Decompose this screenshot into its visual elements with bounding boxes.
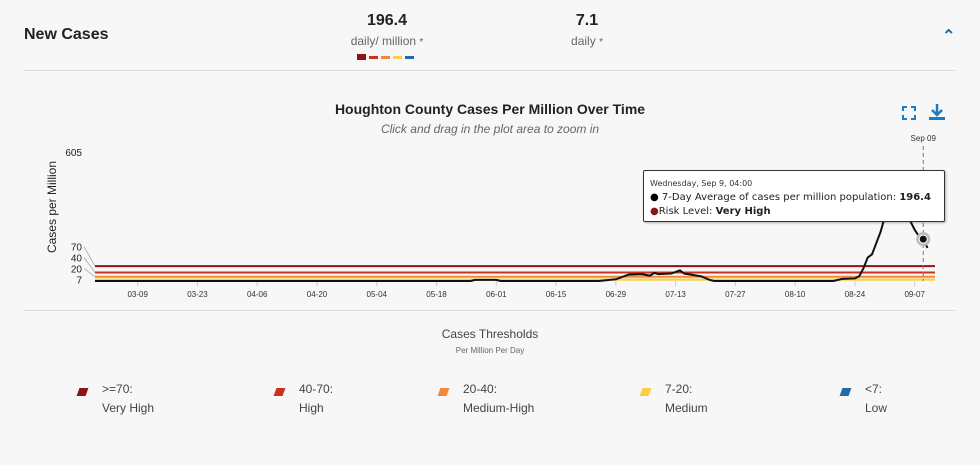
legend-item: 7-20: Medium xyxy=(639,380,708,418)
chevron-up-icon[interactable]: ⌃ xyxy=(942,28,956,45)
x-tick-label: 03-09 xyxy=(127,290,148,299)
legend-level: Medium-High xyxy=(463,401,535,415)
tooltip: Wednesday, Sep 9, 04:00 ● 7-Day Average … xyxy=(643,170,945,222)
section-title: New Cases xyxy=(24,26,109,43)
stat-daily: 7.1 daily * xyxy=(507,12,667,48)
x-tick-label: 04-06 xyxy=(247,290,268,299)
y-tick-label: 605 xyxy=(65,148,82,159)
y-tick-leader xyxy=(83,268,96,278)
x-tick-label: 08-24 xyxy=(845,290,866,299)
risk-bar xyxy=(393,56,402,59)
stat-label: daily xyxy=(571,34,596,48)
stat-per-million: 196.4 daily/ million * xyxy=(307,12,467,66)
x-tick-label: 06-29 xyxy=(606,290,627,299)
x-tick-label: 08-10 xyxy=(785,290,806,299)
info-asterisk[interactable]: * xyxy=(419,37,424,48)
y-tick-label: 20 xyxy=(71,265,83,276)
x-tick-label: 05-18 xyxy=(426,290,447,299)
info-asterisk[interactable]: * xyxy=(599,37,603,48)
tooltip-value: 196.4 xyxy=(899,192,931,203)
y-tick-leader xyxy=(83,257,96,273)
download-icon[interactable] xyxy=(928,103,946,121)
y-tick-label: 40 xyxy=(71,254,83,265)
stat-value: 196.4 xyxy=(366,12,408,29)
fullscreen-icon[interactable] xyxy=(901,105,917,121)
legend-title: Cases Thresholds xyxy=(441,327,539,341)
legend-swatch xyxy=(437,388,450,396)
legend-swatch xyxy=(273,388,286,396)
legend-swatch xyxy=(639,388,652,396)
legend-subtitle: Per Million Per Day xyxy=(455,346,525,355)
x-tick-label: 09-07 xyxy=(904,290,925,299)
risk-bar xyxy=(405,56,414,59)
x-tick-label: 04-20 xyxy=(307,290,328,299)
chart-subtitle: Click and drag in the plot area to zoom … xyxy=(380,122,600,136)
x-tick-label: 07-13 xyxy=(665,290,686,299)
y-tick-label: 7 xyxy=(76,276,82,287)
legend-range: >=70: xyxy=(102,382,133,396)
legend-item: <7: Low xyxy=(839,380,888,418)
crosshair-label: Sep 09 xyxy=(911,134,937,143)
y-tick-leader xyxy=(83,246,96,267)
legend-item: 40-70: High xyxy=(273,380,334,418)
legend-range: 40-70: xyxy=(299,382,334,396)
risk-scale-icon xyxy=(357,54,414,60)
risk-bar xyxy=(357,54,366,60)
risk-bar xyxy=(381,56,390,59)
tooltip-risk-label: Risk Level: xyxy=(658,206,713,217)
x-tick-label: 05-04 xyxy=(367,290,388,299)
stat-label: daily/ million xyxy=(350,34,417,48)
legend-range: 7-20: xyxy=(665,382,693,396)
tooltip-date: Wednesday, Sep 9, 04:00 xyxy=(650,179,753,188)
legend-level: High xyxy=(299,401,324,415)
legend-level: Medium xyxy=(665,401,708,415)
x-tick-label: 07-27 xyxy=(725,290,746,299)
legend-level: Very High xyxy=(102,401,155,415)
stat-value: 7.1 xyxy=(575,12,599,29)
divider xyxy=(24,70,956,71)
tooltip-series: 7-Day Average of cases per million popul… xyxy=(661,192,897,203)
legend-item: >=70: Very High xyxy=(76,380,155,418)
legend-level: Low xyxy=(865,401,888,415)
legend-item: 20-40: Medium-High xyxy=(437,380,535,418)
risk-bar xyxy=(369,56,378,59)
legend-range: 20-40: xyxy=(463,382,498,396)
tooltip-risk-value: Very High xyxy=(715,206,771,217)
hover-point[interactable] xyxy=(918,234,928,244)
x-tick-label: 06-15 xyxy=(546,290,567,299)
x-tick-label: 03-23 xyxy=(187,290,208,299)
chart-title: Houghton County Cases Per Million Over T… xyxy=(334,101,646,117)
legend-swatch xyxy=(839,388,852,396)
y-tick-label: 70 xyxy=(71,243,83,254)
divider xyxy=(24,310,956,311)
legend-range: <7: xyxy=(865,382,883,396)
legend-swatch xyxy=(76,388,89,396)
x-tick-label: 06-01 xyxy=(486,290,507,299)
